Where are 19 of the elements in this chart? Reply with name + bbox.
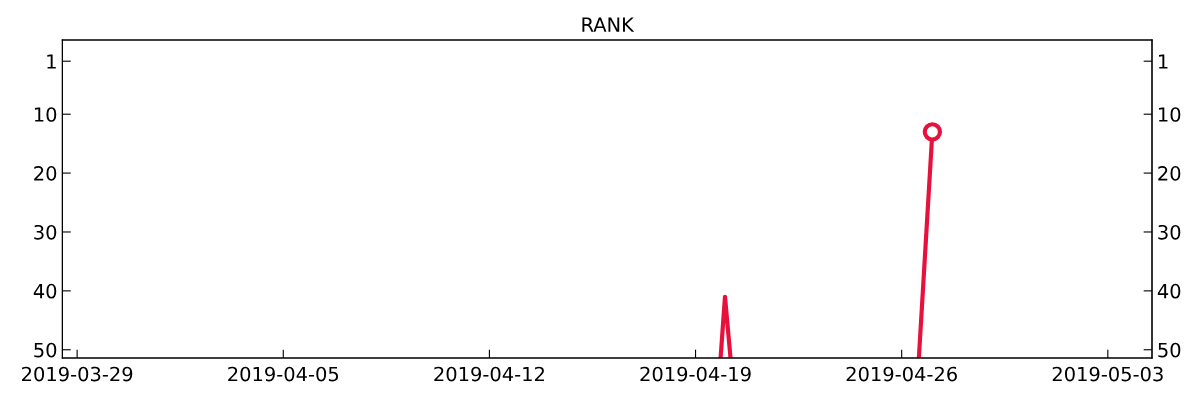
y2-tick-label: 20 xyxy=(1158,166,1181,181)
y-tick-label: 50 xyxy=(34,342,57,358)
x-tick-label: 2019-04-19 xyxy=(640,366,751,382)
y-tick-label: 30 xyxy=(34,224,57,240)
y2-tick-label: 1 xyxy=(1159,54,1168,69)
y-tick-label: 20 xyxy=(34,166,57,181)
y-tick-label: 40 xyxy=(33,283,57,299)
x-tick-label: 2019-04-05 xyxy=(228,366,339,382)
chart-title: RANK xyxy=(582,17,635,32)
x-tick-label: 2019-05-03 xyxy=(1052,366,1163,382)
y-tick-label: 1 xyxy=(47,54,56,69)
y2-tick-label: 50 xyxy=(1158,342,1181,358)
y2-tick-label: 30 xyxy=(1158,224,1181,240)
x-tick-label: 2019-04-12 xyxy=(434,366,544,382)
x-tick-label: 2019-03-29 xyxy=(22,366,133,382)
y2-tick-label: 10 xyxy=(1159,107,1181,122)
y2-tick-label: 40 xyxy=(1157,283,1181,299)
y-tick-label: 10 xyxy=(34,107,57,122)
x-tick-label: 2019-04-26 xyxy=(846,366,957,382)
